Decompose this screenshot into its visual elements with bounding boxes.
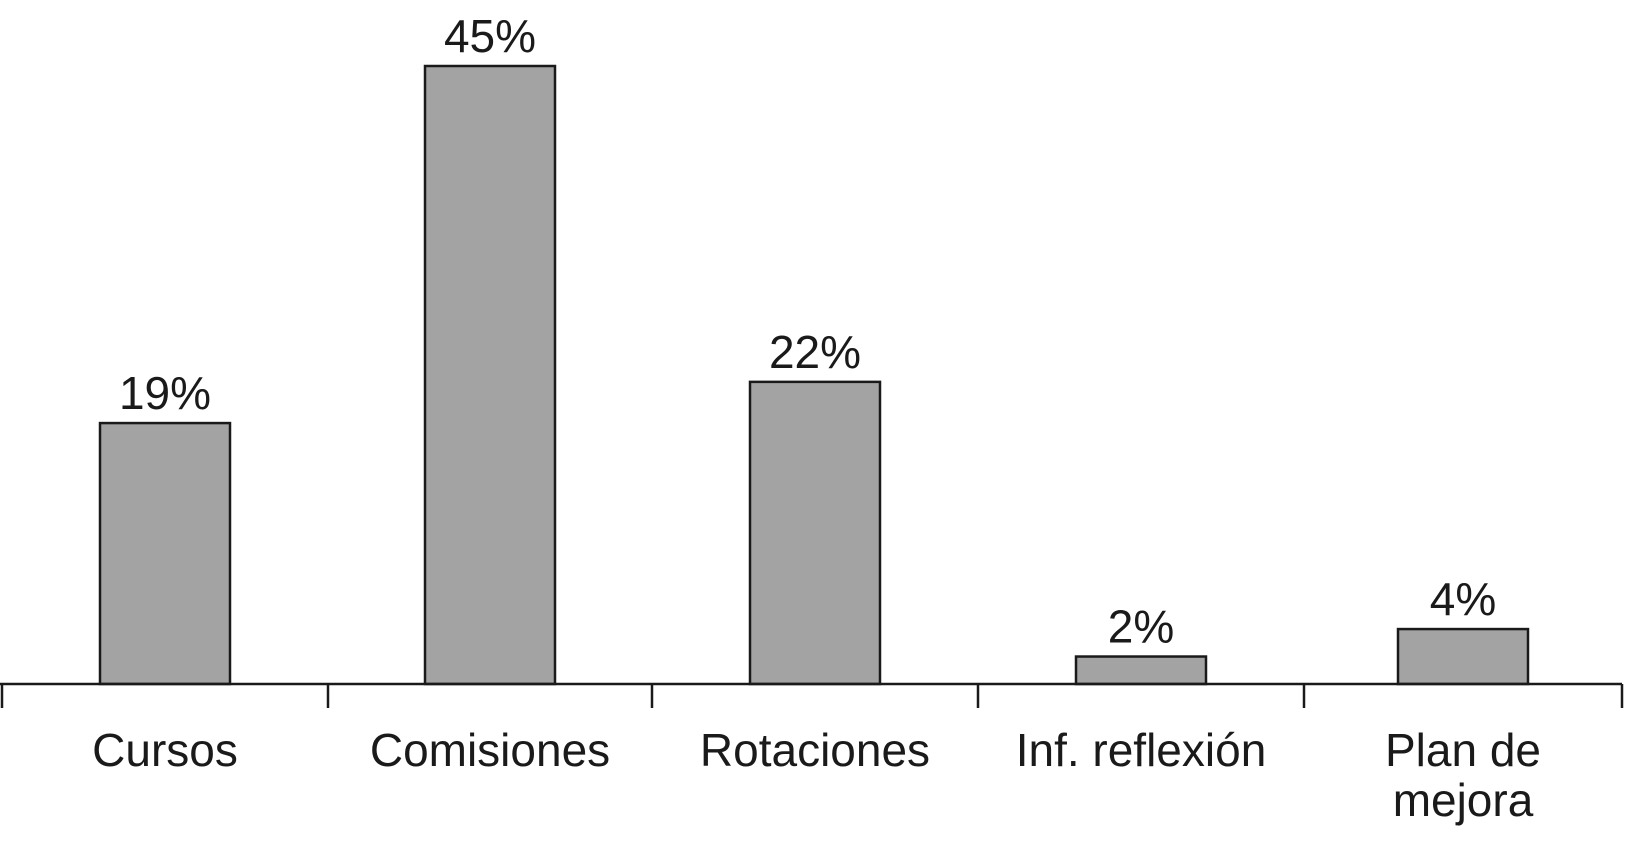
bar-5 — [1396, 627, 1530, 686]
category-label-line: Comisiones — [370, 724, 610, 776]
value-label-3: 22% — [769, 326, 861, 378]
value-label-1: 19% — [119, 367, 211, 419]
bar-4 — [1074, 655, 1208, 686]
category-label-line: Cursos — [92, 724, 238, 776]
value-label-2: 45% — [444, 10, 536, 62]
category-label-1: Cursos — [92, 724, 238, 776]
bar-2 — [423, 64, 557, 686]
bars — [98, 64, 1530, 686]
category-label-line: Rotaciones — [700, 724, 930, 776]
category-label-5: Plan de mejora — [1385, 724, 1541, 826]
category-label-4: Inf. reflexión — [1016, 724, 1267, 776]
x-axis — [0, 682, 1624, 708]
category-label-2: Comisiones — [370, 724, 610, 776]
value-label-4: 2% — [1108, 601, 1174, 653]
value-label-5: 4% — [1430, 573, 1496, 625]
category-label-3: Rotaciones — [700, 724, 930, 776]
labels: 19% Cursos 45% Comisiones 22% Rotaciones 2% Inf… — [92, 10, 1541, 826]
bar-1 — [98, 421, 232, 686]
bar-3 — [748, 380, 882, 686]
category-label-line: Inf. reflexión — [1016, 724, 1267, 776]
category-label-line: mejora — [1393, 774, 1534, 826]
category-label-line: Plan de — [1385, 724, 1541, 776]
